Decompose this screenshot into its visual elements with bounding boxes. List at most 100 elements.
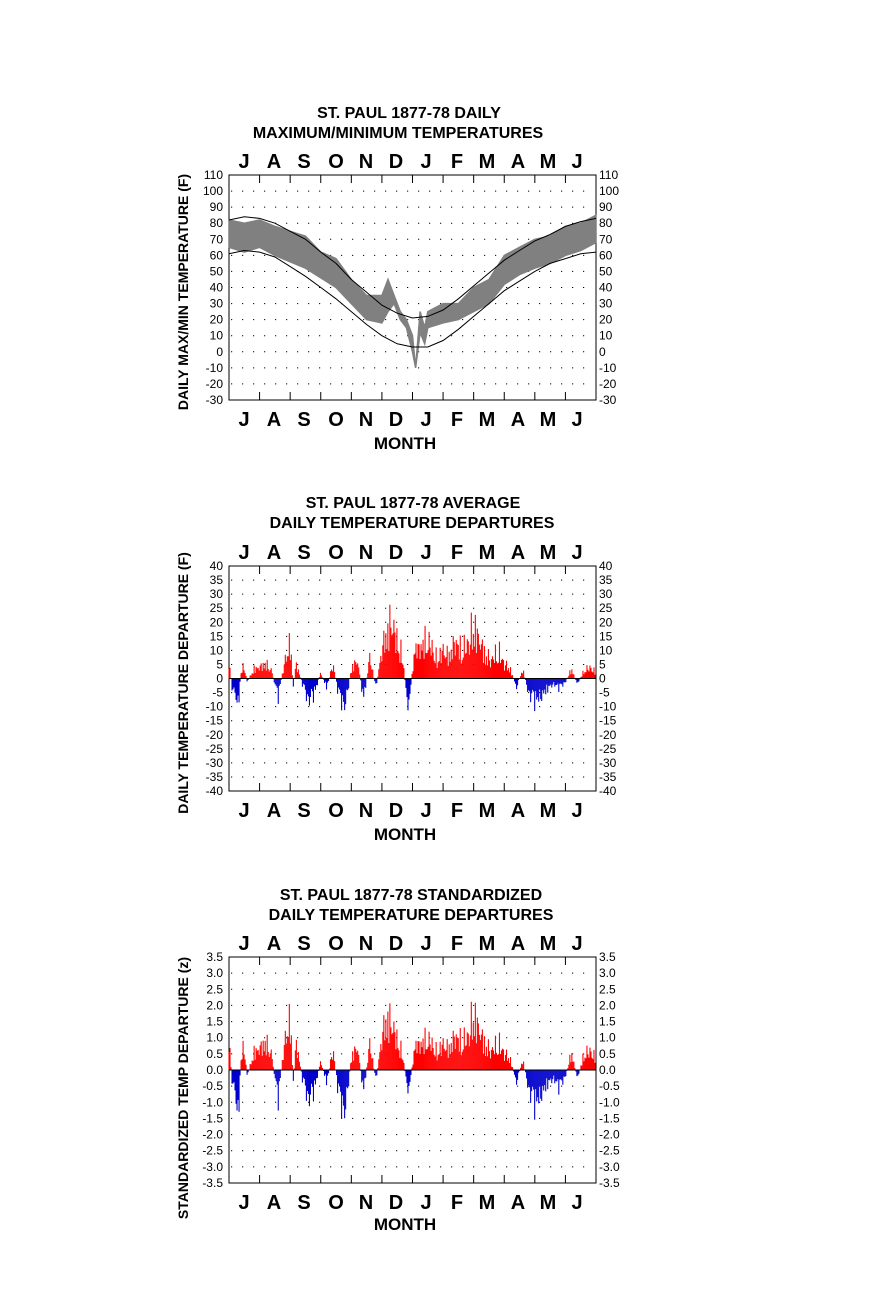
month-label-top: D	[389, 151, 403, 173]
month-label-bottom: M	[479, 800, 496, 822]
y-tick-label-left: -25	[206, 742, 224, 756]
month-label-top: A	[267, 933, 281, 955]
month-label-bottom: N	[359, 800, 373, 822]
month-label-bottom: M	[479, 1192, 496, 1214]
y-tick-label-left: -30	[206, 756, 224, 770]
chart-3-bars	[228, 1001, 596, 1120]
y-tick-label-left: 35	[210, 573, 224, 587]
y-tick-label-left: 0.0	[206, 1063, 223, 1077]
month-label-top: M	[540, 933, 557, 955]
y-tick-label-right: -40	[599, 784, 617, 798]
y-tick-label-right: 30	[599, 297, 613, 311]
y-tick-label-left: 1.5	[206, 1015, 223, 1029]
y-tick-label-right: -3.5	[599, 1176, 620, 1190]
month-label-bottom: O	[328, 1192, 344, 1214]
month-label-bottom: J	[420, 1192, 431, 1214]
y-tick-label-left: 30	[210, 297, 224, 311]
month-label-top: J	[420, 933, 431, 955]
chart-1-grid	[231, 175, 594, 400]
y-tick-label-right: 1.5	[599, 1015, 616, 1029]
y-tick-label-right: 25	[599, 601, 613, 615]
y-tick-label-right: -1.0	[599, 1095, 620, 1109]
month-label-bottom: D	[389, 1192, 403, 1214]
month-label-bottom: A	[267, 800, 281, 822]
y-tick-label-right: 20	[599, 615, 613, 629]
month-label-bottom: J	[238, 800, 249, 822]
month-label-top: O	[328, 542, 344, 564]
month-label-bottom: A	[511, 409, 525, 431]
y-tick-label-right: 90	[599, 200, 613, 214]
month-label-top: J	[420, 151, 431, 173]
month-label-top: N	[359, 151, 373, 173]
month-label-bottom: O	[328, 409, 344, 431]
y-tick-label-left: 60	[210, 248, 224, 262]
y-tick-label-right: 2.5	[599, 982, 616, 996]
y-tick-label-left: 20	[210, 615, 224, 629]
y-tick-label-left: 25	[210, 601, 224, 615]
chart-1-series	[228, 213, 597, 369]
y-tick-label-left: -10	[206, 361, 224, 375]
chart-2-title-line1: ST. PAUL 1877-78 AVERAGE	[306, 495, 521, 512]
chart-1-plot-area	[228, 174, 597, 401]
y-tick-label-left: 2.0	[206, 998, 223, 1012]
normal-max-line	[228, 216, 597, 319]
normal-min-line	[228, 249, 597, 348]
month-label-top: M	[479, 542, 496, 564]
y-tick-label-right: 20	[599, 313, 613, 327]
y-tick-label-right: 50	[599, 264, 613, 278]
y-tick-label-left: 2.5	[206, 982, 223, 996]
month-label-top: O	[328, 151, 344, 173]
y-tick-label-right: -30	[599, 756, 617, 770]
month-label-bottom: J	[420, 800, 431, 822]
y-tick-label-left: 30	[210, 587, 224, 601]
y-tick-label-left: 3.0	[206, 966, 223, 980]
y-tick-label-right: -35	[599, 770, 617, 784]
month-label-top: M	[540, 542, 557, 564]
y-tick-label-right: 110	[599, 168, 618, 182]
month-label-bottom: M	[540, 1192, 557, 1214]
chart-3-yticks-right: 3.5 3.0 2.5 2.0 1.5 1.0 0.5 0.0 -0.5 -1.0 -1.5 -2.0…	[599, 950, 620, 1190]
month-label-bottom: A	[267, 1192, 281, 1214]
y-tick-label-left: 80	[210, 216, 224, 230]
y-tick-label-left: -40	[206, 784, 224, 798]
chart-2-grid	[231, 566, 594, 791]
month-label-bottom: F	[451, 800, 463, 822]
y-tick-label-left: 20	[210, 313, 224, 327]
month-label-bottom: S	[297, 1192, 310, 1214]
month-label-bottom: J	[420, 409, 431, 431]
chart-3-grid	[231, 957, 594, 1183]
y-tick-label-left: -20	[206, 377, 224, 391]
month-label-top: N	[359, 542, 373, 564]
chart-1-ylabel: DAILY MAX/MIN TEMPERATURE (F)	[175, 174, 191, 410]
month-label-top: J	[238, 542, 249, 564]
chart-3-standardized: ST. PAUL 1877-78 STANDARDIZED DAILY TEMP…	[175, 887, 620, 1234]
y-tick-label-left: -0.5	[202, 1079, 223, 1093]
chart-2-departures: ST. PAUL 1877-78 AVERAGE DAILY TEMPERATU…	[175, 495, 617, 844]
month-label-top: M	[540, 151, 557, 173]
y-tick-label-left: 1.0	[206, 1031, 223, 1045]
month-label-bottom: F	[451, 1192, 463, 1214]
month-label-top: F	[451, 151, 463, 173]
month-label-top: A	[511, 933, 525, 955]
y-tick-label-left: 0.5	[206, 1047, 223, 1061]
month-label-bottom: A	[511, 1192, 525, 1214]
y-tick-label-right: 3.0	[599, 966, 616, 980]
y-tick-label-left: 15	[210, 629, 224, 643]
month-label-top: O	[328, 933, 344, 955]
y-tick-label-right: 10	[599, 643, 613, 657]
y-tick-label-left: -15	[206, 714, 224, 728]
y-tick-label-right: 0	[599, 345, 606, 359]
y-tick-label-right: 10	[599, 329, 613, 343]
month-label-top: F	[451, 542, 463, 564]
chart-1-maxmin: ST. PAUL 1877-78 DAILY MAXIMUM/MINIMUM T…	[175, 105, 619, 453]
chart-3-title-line2: DAILY TEMPERATURE DEPARTURES	[269, 907, 554, 924]
chart-2-ylabel: DAILY TEMPERATURE DEPARTURE (F)	[175, 552, 191, 814]
y-tick-label-left: -2.5	[202, 1144, 223, 1158]
month-label-top: J	[420, 542, 431, 564]
y-tick-label-right: -20	[599, 377, 617, 391]
y-tick-label-left: -10	[206, 700, 224, 714]
